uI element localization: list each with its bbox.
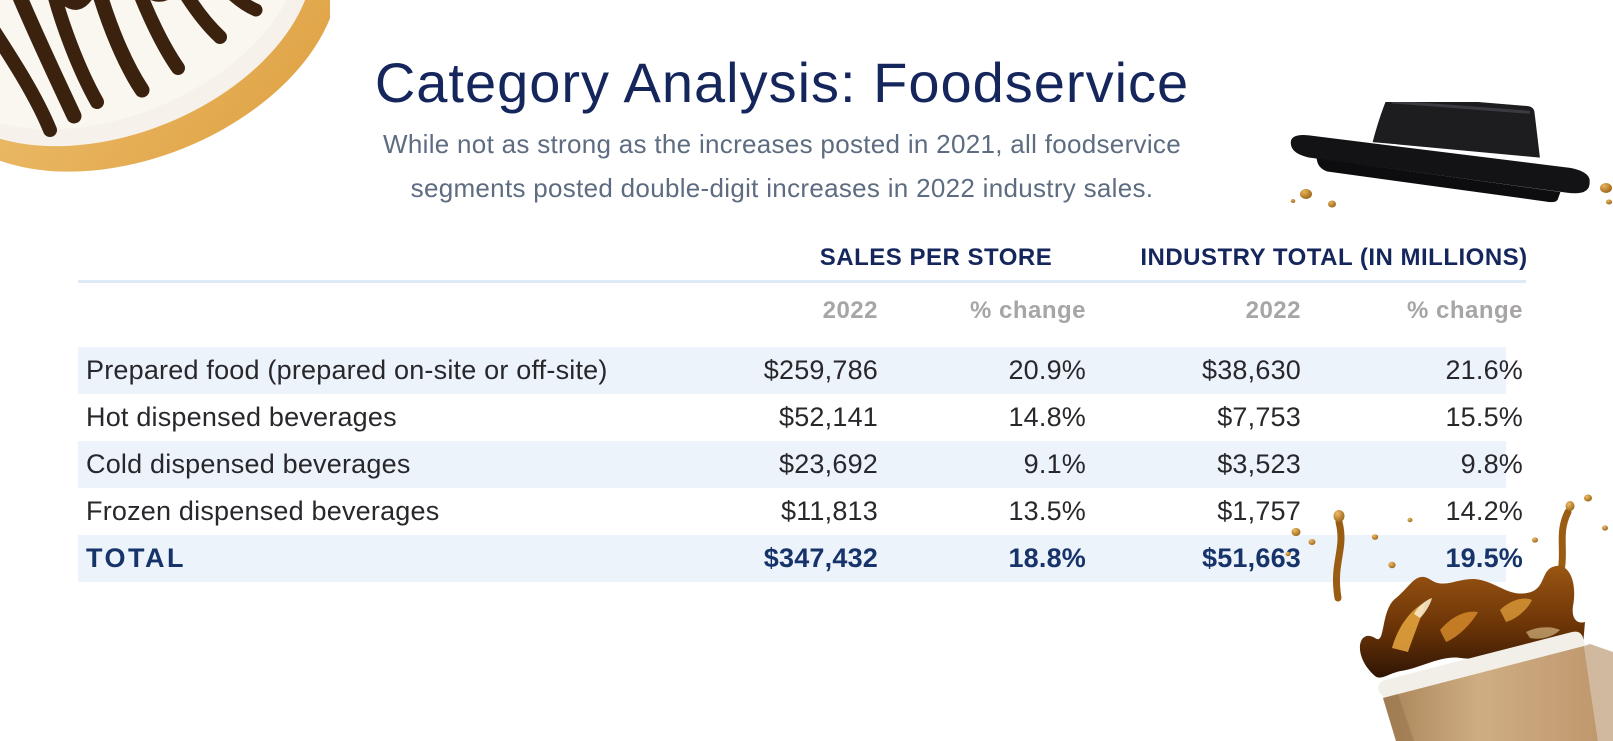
row-label: Prepared food (prepared on-site or off-s… (86, 355, 608, 385)
sales-change-value: 13.5% (1008, 496, 1086, 526)
subheader-industry-2022: 2022 (1245, 297, 1301, 324)
industry-2022-value: $7,753 (1217, 402, 1301, 432)
page-subtitle: While not as strong as the increases pos… (282, 122, 1282, 210)
table-row-total: TOTAL $347,432 18.8% $51,663 19.5% (78, 535, 1528, 582)
header-divider-line (78, 280, 1526, 283)
table-row-cold-dispensed: Cold dispensed beverages $23,692 9.1% $3… (78, 441, 1528, 488)
table-subheader-row: 2022 % change 2022 % change (78, 283, 1528, 339)
sales-2022-value: $259,786 (763, 355, 878, 385)
industry-change-value: 14.2% (1445, 496, 1523, 526)
subheader-industry-change: % change (1406, 297, 1523, 324)
row-label: TOTAL (86, 543, 186, 573)
subheader-sales-2022: 2022 (822, 297, 878, 324)
table-row-frozen-dispensed: Frozen dispensed beverages $11,813 13.5%… (78, 488, 1528, 535)
industry-2022-value: $1,757 (1217, 496, 1301, 526)
row-label: Frozen dispensed beverages (86, 496, 440, 526)
industry-change-value: 15.5% (1445, 402, 1523, 432)
table-row-hot-dispensed: Hot dispensed beverages $52,141 14.8% $7… (78, 394, 1528, 441)
sales-2022-value: $11,813 (781, 496, 878, 526)
subheader-gap (78, 339, 1528, 347)
row-label: Hot dispensed beverages (86, 402, 397, 432)
donut-icon (0, 0, 339, 190)
sales-2022-value: $52,141 (779, 402, 878, 432)
industry-2022-value: $3,523 (1217, 449, 1301, 479)
sales-change-value: 20.9% (1008, 355, 1086, 385)
sales-change-value: 14.8% (1008, 402, 1086, 432)
group-header-sales-per-store: SALES PER STORE (819, 244, 1053, 271)
row-label: Cold dispensed beverages (86, 449, 411, 479)
table-row-prepared-food: Prepared food (prepared on-site or off-s… (78, 347, 1528, 394)
group-header-industry-total: INDUSTRY TOTAL (IN MILLIONS) (1140, 244, 1528, 271)
subtitle-line-1: While not as strong as the increases pos… (383, 129, 1181, 159)
subheader-sales-change: % change (969, 297, 1086, 324)
subtitle-line-2: segments posted double-digit increases i… (410, 173, 1154, 203)
page-title: Category Analysis: Foodservice (374, 51, 1190, 114)
industry-change-value: 19.5% (1445, 543, 1523, 573)
industry-change-value: 9.8% (1460, 449, 1523, 479)
industry-change-value: 21.6% (1445, 355, 1523, 385)
sales-change-value: 9.1% (1023, 449, 1086, 479)
table-group-header-row: SALES PER STORE INDUSTRY TOTAL (IN MILLI… (78, 230, 1528, 280)
sales-2022-value: $347,432 (763, 543, 878, 573)
industry-2022-value: $51,663 (1202, 543, 1301, 573)
sales-change-value: 18.8% (1008, 543, 1086, 573)
industry-2022-value: $38,630 (1202, 355, 1301, 385)
sales-2022-value: $23,692 (779, 449, 878, 479)
coffee-lid-icon (1278, 94, 1613, 227)
foodservice-table: SALES PER STORE INDUSTRY TOTAL (IN MILLI… (78, 230, 1528, 582)
